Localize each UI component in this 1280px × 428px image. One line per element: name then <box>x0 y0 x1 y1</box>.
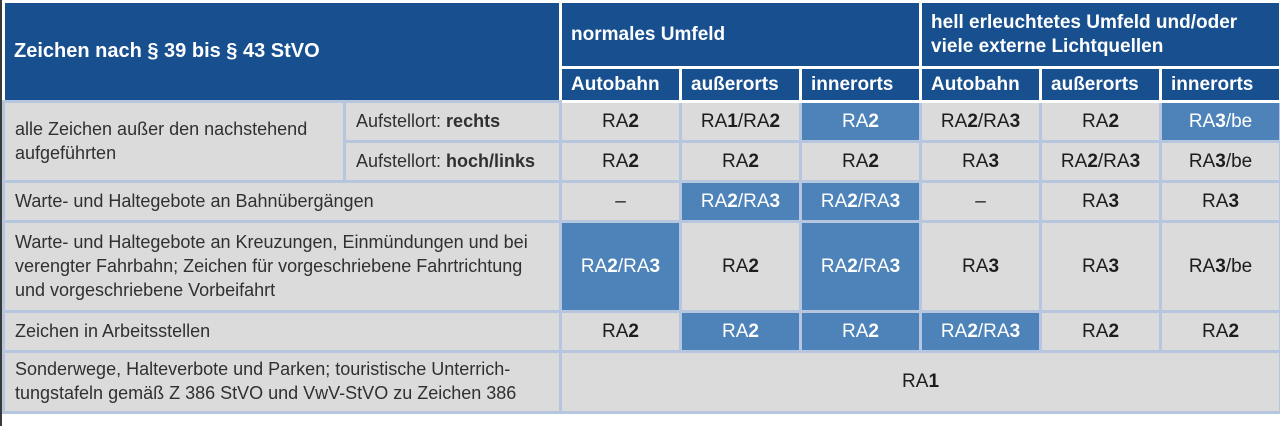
ra-cell: RA3 <box>1039 220 1163 314</box>
row-label-bahnuebergaenge: Warte- und Haltegebote an Bahnübergängen <box>2 180 562 224</box>
sublabel-prefix: Aufstellort: <box>356 151 447 172</box>
ra-cell: RA3/be <box>1159 100 1280 144</box>
ra-cell: RA1/RA2 <box>679 100 802 144</box>
table-title: Zeichen nach § 39 bis § 43 StVO <box>2 0 562 104</box>
table-row-kreuzungen: Warte- und Haltegebote an Kreuzungen, Ei… <box>2 220 1280 314</box>
table-row-sonderwege: Sonderwege, Halteverbote und Parken; tou… <box>2 350 1280 414</box>
ra-cell: RA2/RA3 <box>919 310 1043 354</box>
col-header-autobahn-normal: Autobahn <box>559 65 682 104</box>
header-row-groups: Zeichen nach § 39 bis § 43 StVO normales… <box>2 0 1280 104</box>
header-row-columns: Autobahn außerorts innerorts Autobahn au… <box>4 65 1280 104</box>
left-scan-edge <box>0 0 2 426</box>
ra-cell: RA2 <box>559 140 682 184</box>
sublabel-prefix: Aufstellort: <box>356 111 447 132</box>
ra-cell: RA2/RA3 <box>919 100 1043 144</box>
ra-cell: RA2 <box>679 220 802 314</box>
reflective-material-class-table: Zeichen nach § 39 bis § 43 StVO normales… <box>2 0 1280 414</box>
ra-cell: RA3 <box>1159 180 1280 224</box>
col-header-innerorts-normal: innerorts <box>798 65 923 104</box>
ra-cell: RA3/be <box>1159 140 1280 184</box>
ra-cell: RA2 <box>1039 100 1163 144</box>
col-header-ausserorts-normal: außerorts <box>679 65 802 104</box>
ra-cell: RA2/RA3 <box>798 220 923 314</box>
column-group-normales-umfeld: normales Umfeld <box>558 0 923 69</box>
ra-cell: RA2 <box>679 310 802 354</box>
ra-cell-merged: RA1 <box>558 350 1280 414</box>
row-label-alle-zeichen: alle Zeichen außer den nachstehend aufge… <box>2 100 346 184</box>
sublabel-bold-value: hoch/links <box>446 151 536 172</box>
row-label-arbeitsstellen: Zeichen in Arbeitsstellen <box>2 310 562 354</box>
ra-cell: RA2/RA3 <box>1039 140 1163 184</box>
row-label-sonderwege: Sonderwege, Halteverbote und Parken; tou… <box>2 350 562 414</box>
table-row-alle-zeichen-hoch-links: Aufstellort: hoch/links RA2 RA2 RA2 RA3 … <box>4 140 1280 184</box>
ra-cell: RA2 <box>798 310 923 354</box>
table-row-bahnuebergaenge: Warte- und Haltegebote an Bahnübergängen… <box>2 180 1280 224</box>
table-row-arbeitsstellen: Zeichen in Arbeitsstellen RA2 RA2 RA2 RA… <box>2 310 1280 354</box>
col-header-ausserorts-hell: außerorts <box>1039 65 1163 104</box>
ra-cell: RA2 <box>1159 310 1280 354</box>
ra-cell: RA2 <box>559 310 682 354</box>
ra-cell: – <box>919 180 1043 224</box>
ra-cell: RA2 <box>798 140 923 184</box>
ra-cell: RA2/RA3 <box>798 180 923 224</box>
col-header-innerorts-hell: innerorts <box>1159 65 1280 104</box>
ra-cell: – <box>559 180 682 224</box>
ra-cell: RA2 <box>1039 310 1163 354</box>
ra-cell: RA2 <box>798 100 923 144</box>
ra-cell: RA3 <box>919 220 1043 314</box>
ra-cell: RA2 <box>679 140 802 184</box>
row-label-kreuzungen: Warte- und Haltegebote an Kreuzungen, Ei… <box>2 220 562 314</box>
table-row-alle-zeichen-rechts: alle Zeichen außer den nachstehend aufge… <box>2 100 1280 184</box>
ra-cell: RA3 <box>919 140 1043 184</box>
ra-cell: RA2/RA3 <box>559 220 682 314</box>
ra-cell: RA2 <box>559 100 682 144</box>
row-sublabel-rechts: Aufstellort: rechts <box>343 100 562 144</box>
col-header-autobahn-hell: Autobahn <box>919 65 1043 104</box>
ra-cell: RA3 <box>1039 180 1163 224</box>
row-sublabel-hoch-links: Aufstellort: hoch/links <box>343 140 562 184</box>
ra-cell: RA3/be <box>1159 220 1280 314</box>
column-group-helles-umfeld: hell erleuchtetes Umfeld und/oder viele … <box>919 0 1280 69</box>
ra-cell: RA2/RA3 <box>679 180 802 224</box>
sublabel-bold-value: rechts <box>446 111 501 132</box>
